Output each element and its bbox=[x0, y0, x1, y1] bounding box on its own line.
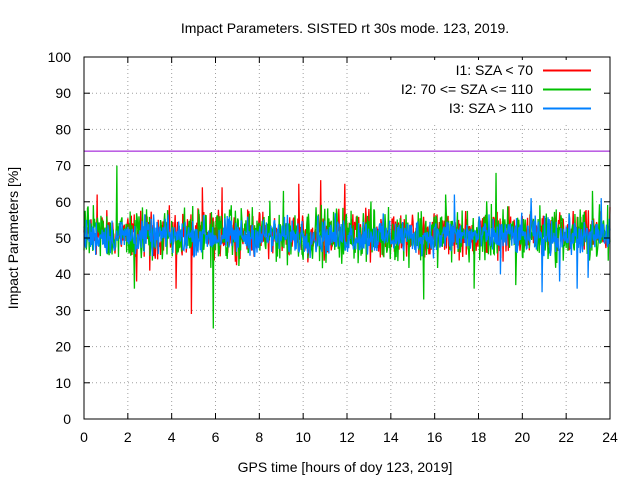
y-tick-label: 40 bbox=[55, 266, 71, 282]
x-tick-label: 0 bbox=[80, 429, 88, 445]
x-tick-label: 2 bbox=[124, 429, 132, 445]
y-tick-label: 50 bbox=[55, 230, 71, 246]
x-tick-label: 14 bbox=[383, 429, 399, 445]
chart-title: Impact Parameters. SISTED rt 30s mode. 1… bbox=[181, 20, 509, 36]
x-tick-label: 4 bbox=[168, 429, 176, 445]
legend-label-i3: I3: SZA > 110 bbox=[449, 100, 533, 116]
legend-entry-i3: I3: SZA > 110 bbox=[449, 100, 591, 116]
y-tick-label: 100 bbox=[48, 49, 72, 65]
x-tick-label: 6 bbox=[212, 429, 220, 445]
x-tick-label: 22 bbox=[558, 429, 574, 445]
y-tick-label: 80 bbox=[55, 121, 71, 137]
legend-label-i1: I1: SZA < 70 bbox=[456, 62, 534, 78]
x-tick-label: 12 bbox=[339, 429, 355, 445]
y-axis-label: Impact Parameters [%] bbox=[5, 167, 21, 309]
y-tick-label: 10 bbox=[55, 375, 71, 391]
x-tick-label: 18 bbox=[471, 429, 487, 445]
y-tick-label: 0 bbox=[63, 411, 71, 427]
legend-entry-i1: I1: SZA < 70 bbox=[456, 62, 591, 78]
axis-ticks: 0 2 4 6 8 10 12 14 16 18 20 22 240102030405060708090… bbox=[48, 49, 618, 445]
series-layer bbox=[83, 165, 611, 329]
series-line bbox=[83, 194, 611, 293]
x-tick-label: 20 bbox=[515, 429, 531, 445]
series-3 bbox=[83, 194, 611, 293]
y-tick-label: 70 bbox=[55, 158, 71, 174]
legend-entry-i2: I2: 70 <= SZA <= 110 bbox=[401, 81, 591, 97]
y-tick-label: 30 bbox=[55, 302, 71, 318]
x-tick-label: 10 bbox=[295, 429, 311, 445]
legend: I1: SZA < 70 I2: 70 <= SZA <= 110 I3: SZ… bbox=[370, 60, 602, 122]
x-tick-label: 24 bbox=[602, 429, 618, 445]
legend-label-i2: I2: 70 <= SZA <= 110 bbox=[401, 81, 533, 97]
series-line bbox=[83, 165, 611, 329]
x-axis-label: GPS time [hours of doy 123, 2019] bbox=[238, 459, 453, 475]
y-tick-label: 90 bbox=[55, 85, 71, 101]
series-2 bbox=[83, 165, 611, 329]
y-tick-label: 60 bbox=[55, 194, 71, 210]
x-tick-label: 16 bbox=[427, 429, 443, 445]
x-tick-label: 8 bbox=[255, 429, 263, 445]
y-tick-label: 20 bbox=[55, 339, 71, 355]
